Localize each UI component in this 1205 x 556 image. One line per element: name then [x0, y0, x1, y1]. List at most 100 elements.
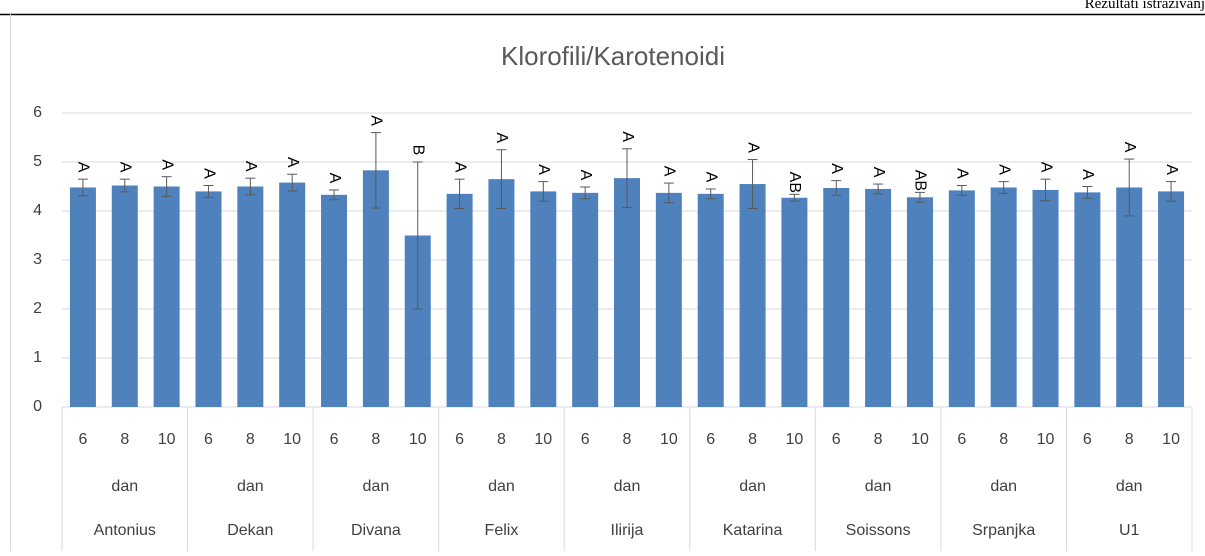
y-tick-label: 5 [33, 153, 42, 170]
x-tick-label: 6 [957, 431, 966, 448]
bar [781, 197, 808, 407]
x-tick-label: 6 [78, 431, 87, 448]
x-tick-label: 6 [204, 431, 213, 448]
x-group-label: Soissons [846, 522, 911, 539]
y-tick-label: 2 [33, 300, 42, 317]
bar [655, 192, 682, 407]
bar [488, 179, 515, 407]
bar [948, 190, 975, 407]
y-tick-label: 6 [33, 104, 42, 121]
bar [865, 188, 892, 407]
bar [111, 185, 138, 407]
bar [1158, 191, 1185, 407]
x-group-label: Ilirija [611, 522, 644, 539]
significance-letter: A [577, 170, 594, 181]
x-tick-label: 8 [120, 431, 129, 448]
bar [69, 187, 96, 407]
x-tick-label: 8 [748, 431, 757, 448]
bar [279, 182, 306, 407]
x-tick-label: 8 [1125, 431, 1134, 448]
significance-letter: A [200, 168, 217, 179]
bar [572, 192, 599, 407]
bar [195, 191, 222, 407]
x-tick-label: 6 [581, 431, 590, 448]
significance-letter: A [368, 115, 385, 126]
bar [362, 170, 389, 407]
significance-letter: A [535, 164, 552, 175]
x-tick-label: 10 [660, 431, 678, 448]
x-group-unit: dan [237, 478, 264, 495]
x-tick-label: 8 [999, 431, 1008, 448]
y-tick-label: 1 [33, 349, 42, 366]
significance-letter: A [158, 159, 175, 170]
bar [1032, 189, 1059, 407]
x-group-label: Srpanjka [972, 522, 1035, 539]
x-tick-label: 6 [1083, 431, 1092, 448]
bar [446, 193, 473, 407]
bar [237, 186, 264, 407]
x-group-unit: dan [865, 478, 892, 495]
bar [823, 187, 850, 407]
x-tick-label: 10 [786, 431, 804, 448]
significance-letter: A [619, 131, 636, 142]
x-tick-label: 8 [497, 431, 506, 448]
y-tick-label: 0 [33, 398, 42, 415]
significance-letter: A [1037, 162, 1054, 173]
significance-letter: A [451, 162, 468, 173]
x-tick-label: 10 [1037, 431, 1055, 448]
significance-letter: AB [912, 170, 929, 191]
x-group-unit: dan [111, 478, 138, 495]
bar [990, 187, 1017, 407]
bar [321, 194, 348, 407]
x-group-unit: dan [739, 478, 766, 495]
x-group-label: Antonius [94, 522, 156, 539]
page-header: Rezultati istraživanj [1084, 0, 1205, 12]
x-group-label: U1 [1119, 522, 1140, 539]
x-group-unit: dan [363, 478, 390, 495]
x-tick-label: 8 [623, 431, 632, 448]
x-tick-label: 10 [911, 431, 929, 448]
x-tick-label: 10 [283, 431, 301, 448]
x-tick-label: 10 [158, 431, 176, 448]
x-group-unit: dan [488, 478, 515, 495]
significance-letter: A [1163, 164, 1180, 175]
significance-letter: A [284, 157, 301, 168]
x-tick-label: 6 [330, 431, 339, 448]
y-tick-label: 3 [33, 251, 42, 268]
x-group-unit: dan [1116, 478, 1143, 495]
significance-letter: A [702, 172, 719, 183]
x-tick-label: 8 [246, 431, 255, 448]
bar [906, 197, 933, 407]
x-tick-label: 6 [455, 431, 464, 448]
x-tick-label: 10 [534, 431, 552, 448]
x-tick-label: 6 [706, 431, 715, 448]
significance-letter: A [995, 164, 1012, 175]
bar [614, 178, 640, 407]
significance-letter: A [117, 162, 134, 173]
x-tick-label: 6 [832, 431, 841, 448]
significance-letter: A [1121, 142, 1138, 153]
significance-letter: A [242, 161, 259, 172]
x-tick-label: 8 [371, 431, 380, 448]
bar [530, 191, 557, 407]
significance-letter: A [1079, 169, 1096, 180]
x-group-label: Felix [485, 522, 519, 539]
significance-letter: A [870, 167, 887, 178]
bar [153, 186, 180, 407]
significance-letter: AB [786, 172, 803, 193]
significance-letter: A [828, 163, 845, 174]
significance-letter: A [744, 142, 761, 153]
bar [1074, 192, 1101, 407]
x-group-unit: dan [990, 478, 1017, 495]
x-tick-label: 8 [874, 431, 883, 448]
significance-letter: A [493, 132, 510, 143]
bar [1116, 187, 1143, 407]
x-tick-label: 10 [409, 431, 427, 448]
significance-letter: A [326, 173, 343, 184]
x-group-label: Katarina [723, 522, 783, 539]
significance-letter: A [954, 168, 971, 179]
bar [697, 193, 724, 407]
x-group-label: Divana [351, 522, 401, 539]
